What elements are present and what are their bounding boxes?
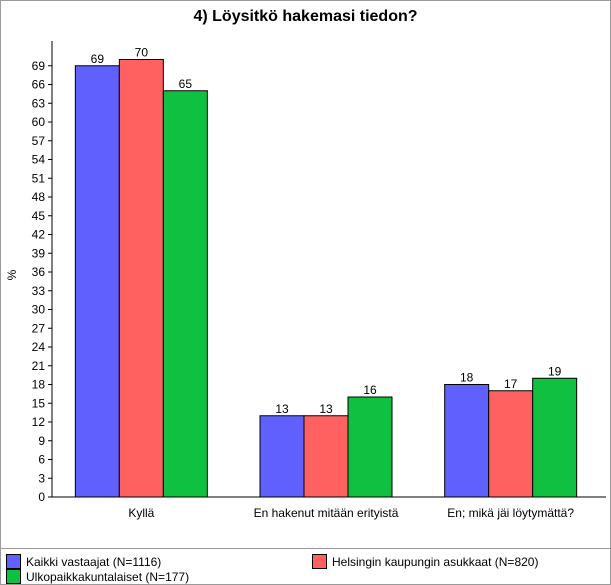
y-tick-label: 51	[32, 171, 46, 185]
x-tick-label: En; mikä jäi löytymättä?	[447, 506, 574, 520]
x-tick-label: En hakenut mitään erityistä	[254, 506, 399, 520]
bar-value-label: 19	[548, 364, 562, 378]
y-tick-label: 12	[32, 415, 46, 429]
y-tick-label: 54	[32, 153, 46, 167]
legend-swatch-series-0	[6, 554, 21, 569]
y-tick-label: 39	[32, 246, 46, 260]
bar-2-2	[532, 377, 578, 498]
y-tick-label: 33	[32, 284, 46, 298]
bar-0-1	[118, 59, 164, 498]
bar-1-0	[259, 415, 305, 498]
bar-value-label: 13	[275, 402, 289, 416]
y-tick-label: 60	[32, 115, 46, 129]
y-tick-label: 9	[38, 434, 45, 448]
y-tick-label: 6	[38, 453, 45, 467]
bar-0-2	[162, 90, 208, 498]
x-tick-label: Kyllä	[128, 506, 154, 520]
legend-swatch-series-2	[6, 569, 21, 584]
legend-item-series-1: Helsingin kaupungin asukkaat (N=820)	[312, 554, 538, 569]
legend-item-series-0: Kaikki vastaajat (N=1116)	[6, 554, 161, 569]
bar-value-label: 70	[135, 46, 149, 60]
y-tick-label: 36	[32, 265, 46, 279]
y-tick-label: 48	[32, 190, 46, 204]
bar-value-label: 69	[91, 52, 105, 66]
y-tick-label: 45	[32, 209, 46, 223]
bar-value-label: 65	[179, 77, 193, 91]
y-axis-label: %	[5, 269, 19, 281]
y-tick-label: 42	[32, 228, 46, 242]
y-tick-label: 27	[32, 321, 46, 335]
bar-value-label: 16	[363, 383, 377, 397]
y-tick-label: 15	[32, 396, 46, 410]
y-tick-label: 30	[32, 303, 46, 317]
bar-value-label: 17	[504, 377, 518, 391]
bar-0-0	[74, 65, 120, 498]
chart-plot: 0369121518212427303336394245485154576063…	[32, 41, 606, 520]
y-tick-label: 69	[32, 59, 46, 73]
y-tick-label: 0	[38, 490, 45, 504]
legend-item-series-2: Ulkopaikkakuntalaiset (N=177)	[6, 569, 189, 584]
bar-value-label: 13	[319, 402, 333, 416]
y-tick-label: 57	[32, 134, 46, 148]
bar-1-2	[347, 396, 393, 498]
bar-2-0	[444, 384, 490, 498]
bar-2-1	[488, 390, 534, 498]
y-tick-label: 18	[32, 378, 46, 392]
y-tick-label: 66	[32, 78, 46, 92]
legend-label-series-0: Kaikki vastaajat (N=1116)	[26, 555, 162, 569]
legend-swatch-series-1	[312, 554, 327, 569]
y-tick-label: 63	[32, 96, 46, 110]
legend-label-series-1: Helsingin kaupungin asukkaat (N=820)	[332, 555, 539, 569]
chart-title: 4) Löysitkö hakemasi tiedon?	[193, 8, 418, 25]
legend-label-series-2: Ulkopaikkakuntalaiset (N=177)	[26, 570, 190, 584]
y-tick-label: 3	[38, 471, 45, 485]
legend: Kaikki vastaajat (N=1116) Helsingin kaup…	[1, 548, 610, 585]
bar-1-1	[303, 415, 349, 498]
bar-value-label: 18	[460, 371, 474, 385]
y-tick-label: 24	[32, 340, 46, 354]
y-tick-label: 21	[32, 359, 46, 373]
